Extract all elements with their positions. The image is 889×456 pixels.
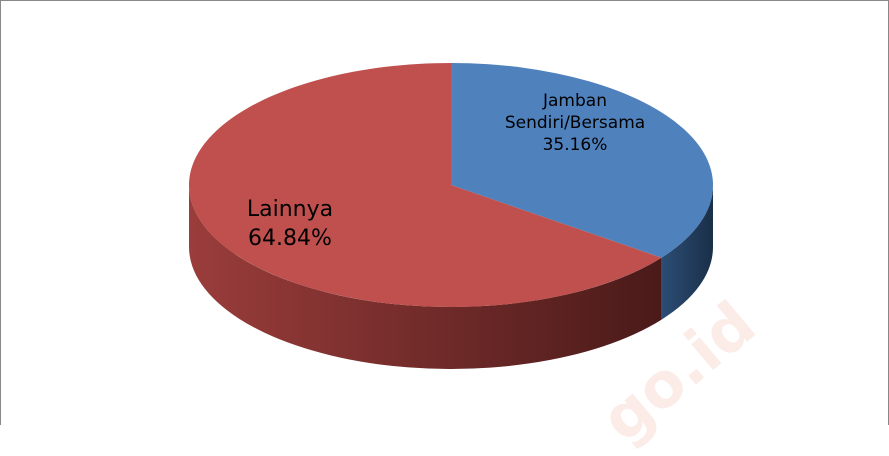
slice-label: Jamban Sendiri/Bersama 35.16% xyxy=(500,90,650,156)
value-label: 64.84% xyxy=(248,225,332,251)
pie-slice xyxy=(188,63,662,307)
category-label: Jamban Sendiri/Bersama xyxy=(504,91,646,134)
slice-side xyxy=(189,185,662,369)
category-label: Lainnya xyxy=(246,197,334,222)
slice-label: Lainnya 64.84% xyxy=(200,196,380,253)
value-label: 35.16% xyxy=(542,135,608,156)
chart xyxy=(188,63,713,369)
pie-slice xyxy=(451,63,713,258)
slice-side xyxy=(661,185,713,320)
